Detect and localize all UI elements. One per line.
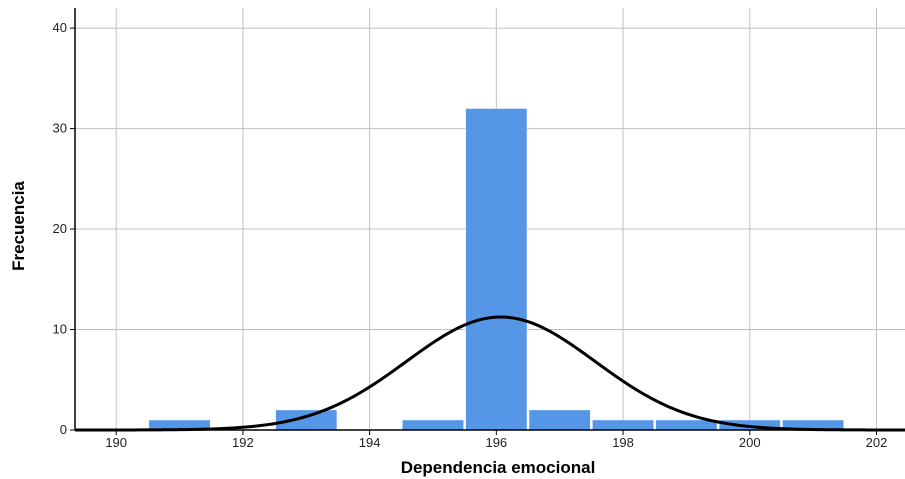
- x-tick-label: 196: [485, 435, 507, 450]
- y-tick-labels: 0 10 20 30 40: [53, 20, 67, 437]
- x-axis-title: Dependencia emocional: [401, 458, 596, 477]
- x-tick-label: 202: [866, 435, 888, 450]
- normal-curve-group: [74, 315, 905, 432]
- histogram-bar: [465, 108, 528, 431]
- histogram-bar: [655, 419, 718, 431]
- y-tick-label: 10: [53, 322, 67, 337]
- y-tick-label: 30: [53, 121, 67, 136]
- x-tick-label: 194: [359, 435, 381, 450]
- x-tick-label: 190: [105, 435, 127, 450]
- y-tick-label: 20: [53, 221, 67, 236]
- histogram-bar: [402, 419, 464, 431]
- x-tick-label: 200: [739, 435, 761, 450]
- histogram-bar: [528, 409, 591, 431]
- y-tick-label: 0: [60, 422, 67, 437]
- x-tick-label: 198: [612, 435, 634, 450]
- normal-curve: [74, 315, 905, 432]
- y-axis-title: Frecuencia: [9, 181, 28, 271]
- axes: [70, 8, 905, 435]
- x-tick-labels: 190 192 194 196 198 200 202: [105, 435, 887, 450]
- histogram-bar: [592, 419, 654, 431]
- y-tick-label: 40: [53, 20, 67, 35]
- histogram-bar: [275, 409, 338, 431]
- x-tick-label: 192: [232, 435, 254, 450]
- histogram-bars: [148, 108, 845, 431]
